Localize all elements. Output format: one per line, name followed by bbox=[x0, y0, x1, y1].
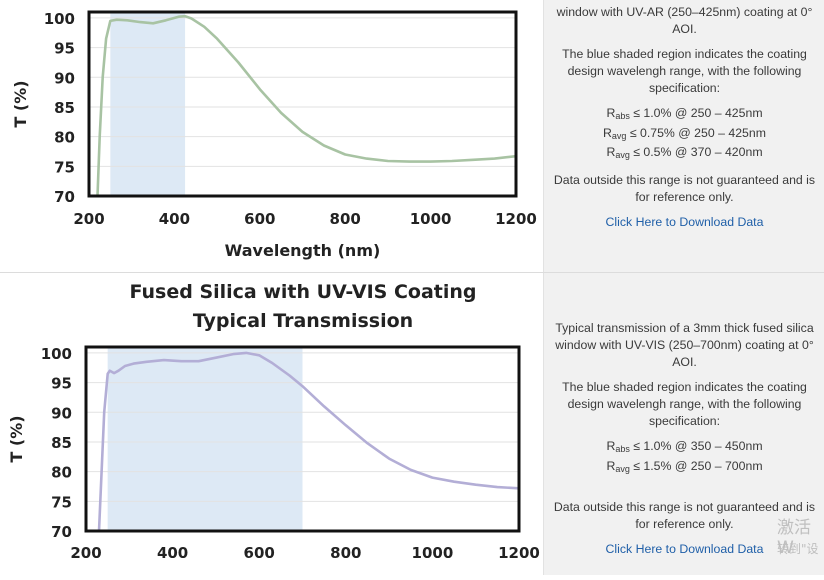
x-axis-label: Wavelength (nm) bbox=[225, 241, 381, 260]
region-text: The blue shaded region indicates the coa… bbox=[562, 380, 807, 428]
spec-item: Ravg ≤ 0.75% @ 250 – 425nm bbox=[603, 125, 766, 141]
spec-item: Rabs ≤ 1.0% @ 250 – 425nm bbox=[606, 106, 763, 121]
plot-frame bbox=[87, 10, 518, 198]
x-tick-label: 800 bbox=[330, 544, 361, 562]
row-divider bbox=[0, 272, 824, 273]
transmission-series-line bbox=[96, 14, 516, 196]
y-tick-label: 70 bbox=[51, 523, 72, 541]
chart-title: Fused Silica with UV-VIS Coating bbox=[129, 281, 476, 303]
spec-item: Rabs ≤ 1.0% @ 350 – 450nm bbox=[606, 439, 763, 454]
x-tick-label: 1000 bbox=[412, 544, 454, 562]
y-tick-label: 75 bbox=[54, 158, 75, 176]
y-tick-label: 70 bbox=[54, 188, 75, 206]
spec-list: Rabs ≤ 1.0% @ 350 – 450nm Ravg ≤ 1.5% @ … bbox=[544, 438, 824, 477]
x-tick-label: 600 bbox=[244, 210, 275, 228]
intro-text: Typical transmission of a 3mm thick fuse… bbox=[555, 321, 814, 369]
os-watermark: 激活 W bbox=[777, 518, 811, 558]
os-watermark-sub: 转到"设 bbox=[777, 542, 819, 556]
x-tick-label: 800 bbox=[330, 210, 361, 228]
y-tick-label: 100 bbox=[41, 345, 72, 363]
y-axis-label: T (%) bbox=[11, 80, 30, 127]
description-uv-vis: Typical transmission of a 3mm thick fuse… bbox=[544, 320, 824, 558]
region-text: The blue shaded region indicates the coa… bbox=[562, 47, 807, 95]
chart-subtitle: Typical Transmission bbox=[193, 310, 413, 332]
intro-text: window with UV-AR (250–425nm) coating at… bbox=[556, 5, 813, 36]
y-tick-label: 80 bbox=[54, 129, 75, 147]
disclaimer-text: Data outside this range is not guarantee… bbox=[553, 172, 816, 204]
plot-frame bbox=[84, 345, 521, 533]
x-tick-label: 200 bbox=[73, 210, 104, 228]
x-tick-label: 400 bbox=[157, 544, 188, 562]
coating-range-shading bbox=[107, 347, 303, 531]
spec-list: Rabs ≤ 1.0% @ 250 – 425nm Ravg ≤ 0.75% @… bbox=[544, 105, 824, 164]
x-tick-label: 200 bbox=[70, 544, 101, 562]
download-data-link[interactable]: Click Here to Download Data bbox=[605, 214, 764, 229]
description-panel-uv-ar: window with UV-AR (250–425nm) coating at… bbox=[543, 0, 824, 272]
y-tick-label: 75 bbox=[51, 493, 72, 511]
y-axis-label: T (%) bbox=[7, 415, 26, 462]
chart-uv-vis: 70 75 80 85 90 95 100 200 400 600 800 1000 1200 T (%)… bbox=[7, 281, 540, 562]
y-tick-label: 100 bbox=[44, 10, 75, 28]
x-tick-label: 600 bbox=[244, 544, 275, 562]
x-tick-label: 400 bbox=[159, 210, 190, 228]
x-tick-label: 1200 bbox=[498, 544, 540, 562]
x-tick-label: 1000 bbox=[410, 210, 452, 228]
y-tick-label: 95 bbox=[54, 40, 75, 58]
description-panel-uv-vis: Typical transmission of a 3mm thick fuse… bbox=[543, 273, 824, 575]
transmission-series-line bbox=[97, 351, 519, 531]
spec-item: Ravg ≤ 1.5% @ 250 – 700nm bbox=[606, 458, 763, 474]
y-tick-label: 95 bbox=[51, 375, 72, 393]
y-tick-label: 85 bbox=[51, 434, 72, 452]
coating-range-shading bbox=[110, 12, 186, 196]
description-uv-ar: window with UV-AR (250–425nm) coating at… bbox=[544, 4, 824, 231]
chart-cell-uv-ar: 70 75 80 85 90 95 100 200 400 600 800 1000 1200 T (%)… bbox=[0, 0, 543, 272]
disclaimer-text: Data outside this range is not guarantee… bbox=[553, 500, 816, 531]
y-tick-label: 90 bbox=[51, 404, 72, 422]
x-tick-label: 1200 bbox=[495, 210, 537, 228]
download-data-link[interactable]: Click Here to Download Data bbox=[605, 542, 764, 556]
chart-cell-uv-vis: 70 75 80 85 90 95 100 200 400 600 800 1000 1200 T (%)… bbox=[0, 273, 543, 575]
y-tick-label: 90 bbox=[54, 69, 75, 87]
y-tick-label: 80 bbox=[51, 464, 72, 482]
chart-uv-ar: 70 75 80 85 90 95 100 200 400 600 800 1000 1200 T (%)… bbox=[11, 10, 537, 260]
y-tick-label: 85 bbox=[54, 99, 75, 117]
spec-item: Ravg ≤ 0.5% @ 370 – 420nm bbox=[606, 145, 763, 160]
